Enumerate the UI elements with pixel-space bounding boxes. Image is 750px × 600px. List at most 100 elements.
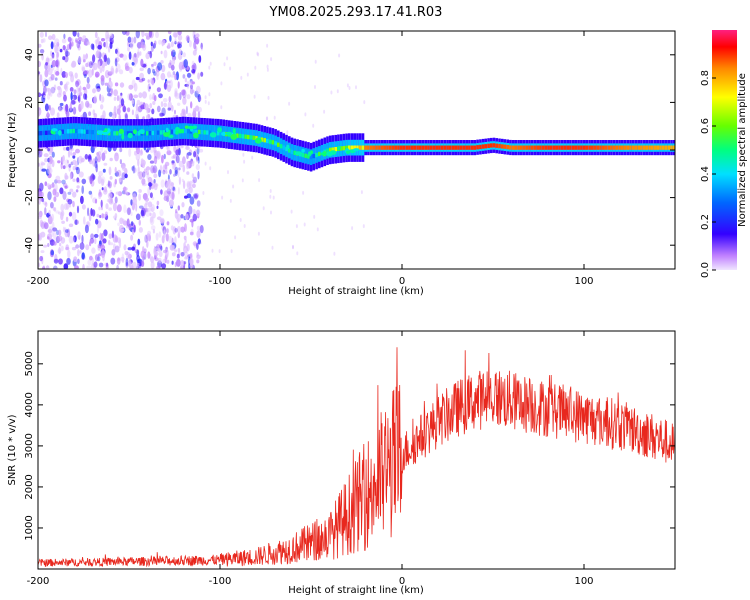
noise-speckle xyxy=(125,262,129,268)
noise-speckle xyxy=(150,216,154,223)
ridge-blob xyxy=(184,125,189,129)
ridge-core xyxy=(640,145,643,150)
noise-speckle xyxy=(147,67,151,75)
noise-speckle xyxy=(116,51,120,57)
noise-speckle xyxy=(92,158,97,167)
ridge-core xyxy=(410,145,414,150)
ridge-core xyxy=(670,145,673,150)
noise-speckle xyxy=(152,165,158,174)
noise-speckle xyxy=(147,147,151,151)
ridge-core xyxy=(435,145,438,150)
noise-speckle xyxy=(196,259,200,264)
noise-speckle xyxy=(108,200,114,205)
ridge-core xyxy=(279,144,283,149)
noise-speckle xyxy=(107,46,111,53)
noise-speckle xyxy=(71,41,74,47)
ridge-core xyxy=(372,145,376,150)
noise-speckle xyxy=(136,41,142,49)
ridge-core xyxy=(610,145,613,150)
ridge-core xyxy=(626,145,630,150)
noise-speckle xyxy=(174,37,177,44)
ridge-core xyxy=(200,130,204,135)
noise-speckle xyxy=(189,257,194,267)
noise-speckle xyxy=(83,41,86,46)
noise-speckle xyxy=(189,231,194,236)
noise-speckle xyxy=(139,150,144,156)
noise-speckle xyxy=(55,175,61,182)
ridge-core xyxy=(492,143,496,148)
noise-speckle xyxy=(121,172,126,181)
ridge-core xyxy=(561,145,564,150)
noise-speckle xyxy=(137,262,140,267)
noise-speckle xyxy=(104,262,107,266)
noise-speckle xyxy=(98,191,103,198)
noise-speckle xyxy=(107,80,113,89)
noise-speckle xyxy=(101,96,105,103)
ridge-core xyxy=(427,145,430,150)
noise-speckle xyxy=(127,36,132,43)
noise-speckle xyxy=(81,252,85,260)
noise-speckle xyxy=(176,226,182,234)
noise-speckle xyxy=(72,191,77,198)
noise-speckle xyxy=(185,35,190,42)
noise-speckle xyxy=(149,160,155,164)
ridge-core xyxy=(361,145,365,150)
ridge-core xyxy=(380,145,384,150)
noise-speckle xyxy=(304,112,307,117)
noise-speckle xyxy=(156,248,161,252)
noise-speckle xyxy=(105,211,108,217)
noise-speckle xyxy=(106,34,111,39)
noise-speckle xyxy=(139,67,144,72)
y-tick-label: 3000 xyxy=(24,433,35,458)
noise-speckle xyxy=(191,179,196,184)
ridge-core xyxy=(151,130,155,136)
noise-speckle xyxy=(38,147,41,156)
noise-speckle xyxy=(101,213,104,219)
noise-speckle xyxy=(77,249,80,257)
noise-speckle xyxy=(170,49,176,53)
noise-speckle xyxy=(164,164,168,170)
noise-speckle xyxy=(180,259,184,268)
noise-speckle xyxy=(49,229,54,238)
ridge-core xyxy=(249,135,253,140)
noise-speckle xyxy=(176,214,182,223)
x-tick-label: 100 xyxy=(574,276,593,287)
noise-speckle xyxy=(141,77,146,82)
noise-speckle xyxy=(169,35,172,42)
noise-speckle xyxy=(98,170,103,177)
noise-speckle xyxy=(159,244,163,250)
noise-speckle xyxy=(175,155,180,164)
y-tick-label: 5000 xyxy=(24,351,35,376)
noise-speckle xyxy=(148,31,153,38)
ridge-core xyxy=(539,145,542,150)
noise-speckle xyxy=(64,185,68,189)
noise-speckle xyxy=(126,207,132,216)
noise-speckle xyxy=(134,113,138,119)
noise-speckle xyxy=(114,245,120,253)
noise-speckle xyxy=(154,71,160,77)
noise-speckle xyxy=(153,146,157,154)
noise-speckle xyxy=(316,227,319,232)
ridge-core xyxy=(309,155,313,160)
ridge-core xyxy=(137,131,141,136)
noise-speckle xyxy=(74,265,79,269)
noise-speckle xyxy=(125,257,129,267)
noise-speckle xyxy=(137,166,140,175)
x-tick-label: -100 xyxy=(209,276,232,287)
ridge-core xyxy=(383,145,387,150)
noise-speckle xyxy=(55,60,59,67)
noise-speckle xyxy=(186,72,192,78)
ridge-core xyxy=(495,143,498,148)
noise-speckle xyxy=(72,151,77,156)
noise-speckle xyxy=(138,219,141,226)
noise-speckle xyxy=(197,238,201,245)
noise-speckle xyxy=(100,176,106,184)
noise-speckle xyxy=(53,232,57,240)
noise-speckle xyxy=(70,91,73,101)
noise-speckle xyxy=(150,206,154,213)
noise-speckle xyxy=(102,254,105,262)
noise-speckle xyxy=(167,31,172,35)
noise-speckle xyxy=(108,111,113,117)
ridge-core xyxy=(217,131,220,136)
